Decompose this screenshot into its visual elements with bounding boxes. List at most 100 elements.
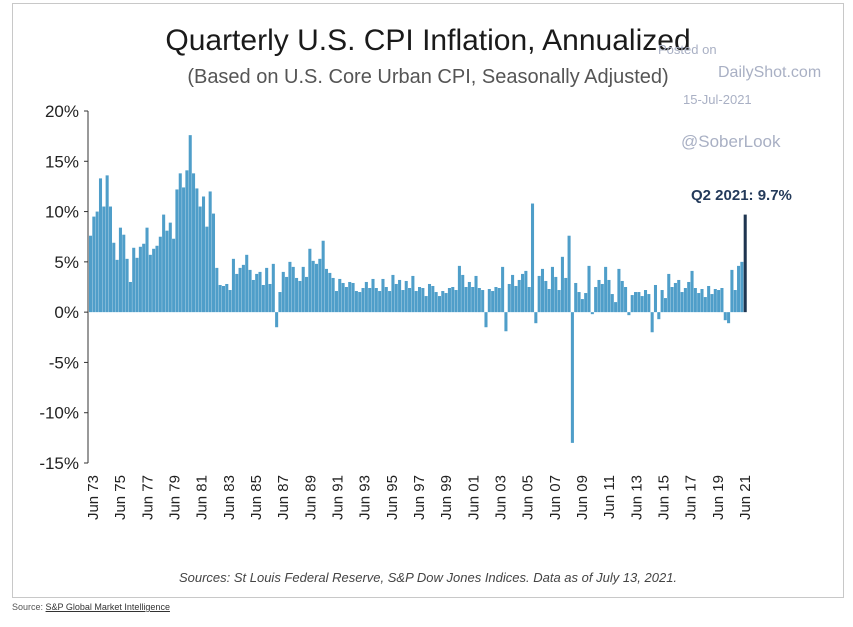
bar [331, 277, 335, 313]
bar [474, 275, 478, 313]
bar [108, 206, 112, 313]
bar [657, 312, 661, 320]
x-tick-label: Jun 81 [194, 475, 211, 520]
bar [663, 298, 667, 313]
bar [275, 312, 279, 328]
bar [624, 287, 628, 313]
bar [215, 267, 219, 313]
bar [105, 175, 109, 313]
bar [507, 283, 511, 313]
bar [205, 226, 209, 313]
bar [231, 258, 235, 313]
bar [245, 254, 249, 313]
bar [587, 265, 591, 313]
bar [610, 294, 614, 313]
bar [158, 236, 162, 313]
bar [132, 247, 136, 313]
bar [348, 281, 352, 313]
bar [710, 294, 714, 313]
bar [660, 290, 664, 313]
y-tick-label: 10% [45, 203, 79, 222]
bar [737, 265, 741, 313]
bar [604, 266, 608, 313]
bar [733, 290, 737, 313]
bar [723, 312, 727, 321]
bar [384, 287, 388, 313]
bar [594, 287, 598, 313]
bar [391, 274, 395, 313]
bar [481, 290, 485, 313]
y-tick-label: 20% [45, 102, 79, 121]
bar [188, 135, 192, 313]
y-tick-label: -5% [49, 353, 79, 372]
bar [600, 283, 604, 313]
bar [580, 299, 584, 313]
source-link[interactable]: S&P Global Market Intelligence [45, 602, 170, 612]
bar [693, 288, 697, 313]
x-tick-label: Jun 99 [438, 475, 455, 520]
bar [221, 285, 225, 313]
bar [404, 280, 408, 313]
x-tick-label: Jun 21 [737, 475, 754, 520]
bar [324, 268, 329, 313]
bar [185, 170, 189, 313]
bar [155, 245, 159, 313]
watermark-site: DailyShot.com [718, 64, 822, 81]
bar [118, 227, 122, 313]
bar [727, 312, 731, 324]
bar [511, 274, 515, 313]
x-tick-label: Jun 05 [520, 475, 537, 520]
bar [92, 216, 96, 313]
bar [584, 293, 588, 313]
x-tick-label: Jun 73 [85, 475, 102, 520]
bar [444, 293, 448, 313]
bar [650, 312, 654, 333]
bar [295, 277, 299, 313]
bar [235, 273, 239, 313]
bar [477, 288, 481, 313]
bar [497, 288, 501, 313]
bar [364, 281, 368, 313]
bar [291, 266, 295, 313]
bar [713, 289, 717, 313]
bar [567, 235, 571, 313]
bar [703, 297, 707, 313]
bar [418, 287, 422, 313]
bar [165, 230, 169, 313]
bar [640, 296, 644, 313]
bar [374, 288, 378, 313]
bar [208, 191, 212, 313]
cpi-bar-chart: -15% -10% -5% 0% 5% 10% 15% 20% Jun 73 Jun 75 Jun … [39, 102, 754, 520]
bar [218, 284, 222, 313]
bar [135, 257, 139, 313]
bar [318, 258, 322, 313]
bar [162, 214, 166, 313]
bar [467, 281, 471, 313]
bar [673, 282, 677, 313]
watermark-posted: Posted on [658, 42, 717, 57]
bar [268, 283, 272, 313]
bar [740, 261, 744, 313]
x-tick-label: Jun 75 [112, 475, 129, 520]
bar-latest [743, 214, 747, 313]
bar [334, 291, 338, 313]
bar [89, 235, 93, 313]
x-tick-label: Jun 85 [248, 475, 265, 520]
bar [152, 248, 156, 313]
bar [301, 266, 305, 313]
bar [670, 287, 674, 313]
x-tick-label: Jun 01 [465, 475, 482, 520]
bar [172, 238, 176, 313]
bar [614, 302, 618, 313]
x-tick-label: Jun 93 [357, 475, 374, 520]
bar [138, 246, 142, 313]
bar [667, 273, 671, 313]
y-tick-label: 5% [54, 253, 79, 272]
chart-sources: Sources: St Louis Federal Reserve, S&P D… [178, 570, 678, 585]
y-tick-label: 0% [54, 303, 79, 322]
x-tick-label: Jun 91 [330, 475, 347, 520]
bar [368, 288, 372, 313]
bar [537, 275, 541, 313]
bar [281, 271, 285, 313]
source-caption: Source: S&P Global Market Intelligence [12, 602, 170, 612]
